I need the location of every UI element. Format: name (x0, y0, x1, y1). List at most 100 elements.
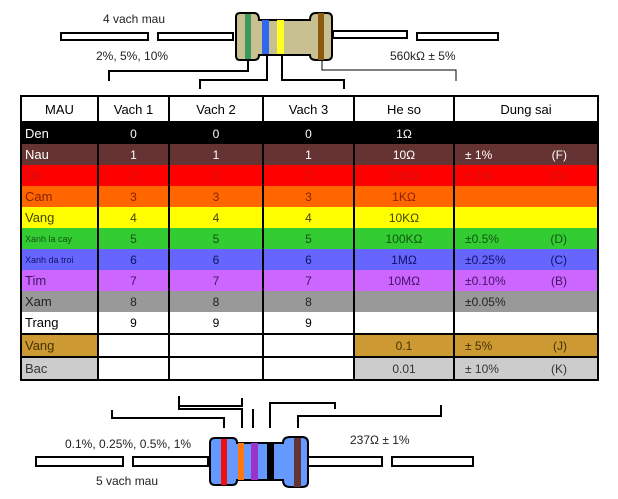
cell-mult (353, 291, 454, 312)
tolerance-code: (K) (551, 361, 567, 376)
cell-tol: ±0.05% (453, 291, 598, 312)
cell-v2: 7 (168, 270, 263, 291)
cell-tol: ±0.5% (D) (453, 228, 598, 249)
cell-tol (453, 186, 598, 207)
table-row: Den 0 0 0 1Ω (20, 122, 598, 144)
cell-mult: 100KΩ (353, 228, 454, 249)
cell-name: Xanh la cay (20, 228, 98, 249)
cell-mult: 10Ω (353, 144, 454, 165)
tolerance-value: ±0.05% (465, 294, 506, 309)
cell-mult (353, 312, 454, 334)
cell-name: Den (20, 122, 98, 144)
cell-mult: 1MΩ (353, 249, 454, 270)
cell-name: Vang (20, 333, 98, 357)
table-row: Trang 9 9 9 (20, 312, 598, 334)
cell-v2: 0 (168, 122, 263, 144)
top-title: 4 vach mau (103, 12, 166, 26)
table-row: Xanh da troi 6 6 6 1MΩ ±0.25% (C) (20, 249, 598, 270)
cell-mult: 0.01 (353, 356, 454, 380)
cell-v1: 5 (97, 228, 169, 249)
column-header: Dung sai (453, 96, 598, 123)
cell-v3: 9 (262, 312, 354, 334)
cell-v3 (262, 333, 354, 357)
resistor-5-band (35, 436, 474, 488)
band-5 (294, 438, 301, 487)
table-row: Bac 0.01 ± 10% (K) (20, 356, 598, 380)
tolerance-value: ± 2% (465, 168, 493, 183)
tolerance-code: (G) (549, 168, 567, 183)
cell-name: Xanh da troi (20, 249, 98, 270)
cell-v2: 6 (168, 249, 263, 270)
column-header: MAU (20, 96, 98, 123)
cell-mult: 1Ω (353, 122, 454, 144)
cell-v3: 5 (262, 228, 354, 249)
cell-v1: 4 (97, 207, 169, 228)
cell-tol: ± 10% (K) (453, 356, 598, 380)
cell-name: Tim (20, 270, 98, 291)
tolerance-code: (D) (550, 231, 567, 246)
cell-v1: 1 (97, 144, 169, 165)
column-header: Vach 1 (97, 96, 169, 123)
cell-v3: 3 (262, 186, 354, 207)
cell-v1: 7 (97, 270, 169, 291)
table-row: Xam 8 8 8 ±0.05% (20, 291, 598, 312)
cell-v2: 3 (168, 186, 263, 207)
cell-v3: 0 (262, 122, 354, 144)
bottom-tolerance-note: 0.1%, 0.25%, 0.5%, 1% (65, 437, 192, 451)
cell-v2 (168, 333, 263, 357)
tolerance-value: ±0.25% (465, 252, 506, 267)
cell-mult: 1KΩ (353, 186, 454, 207)
cell-name: Nau (20, 144, 98, 165)
tolerance-value: ± 10% (465, 361, 499, 376)
cell-v2: 5 (168, 228, 263, 249)
cell-v1: 9 (97, 312, 169, 334)
table-row: Nau 1 1 1 10Ω ± 1% (F) (20, 144, 598, 165)
cell-v2 (168, 356, 263, 380)
cell-mult: 100Ω (353, 165, 454, 186)
cell-v1: 2 (97, 165, 169, 186)
tolerance-code: (B) (551, 273, 567, 288)
cell-tol: ±0.10% (B) (453, 270, 598, 291)
cell-mult: 10MΩ (353, 270, 454, 291)
table-row: Vang 4 4 4 10KΩ (20, 207, 598, 228)
cell-v1 (97, 356, 169, 380)
tolerance-value: ± 1% (465, 147, 493, 162)
bottom-example: 237Ω ± 1% (350, 433, 410, 447)
cell-v3: 6 (262, 249, 354, 270)
band-4 (267, 443, 274, 480)
color-code-table: MAU Vach 1 Vach 2 Vach 3 He so Dung sai Den 0 0… (20, 95, 599, 381)
cell-v1: 8 (97, 291, 169, 312)
cell-v1: 6 (97, 249, 169, 270)
cell-name: Bac (20, 356, 98, 380)
cell-name: Trang (20, 312, 98, 334)
table-row: Xanh la cay 5 5 5 100KΩ ±0.5% (D) (20, 228, 598, 249)
cell-tol: ± 5% (J) (453, 333, 598, 357)
cell-v1: 3 (97, 186, 169, 207)
cell-name: Do (20, 165, 98, 186)
band-3 (251, 443, 258, 480)
column-header: He so (353, 96, 454, 123)
cell-v2: 1 (168, 144, 263, 165)
table-row: Cam 3 3 3 1KΩ (20, 186, 598, 207)
table-row: Vang 0.1 ± 5% (J) (20, 333, 598, 357)
cell-name: Xam (20, 291, 98, 312)
bottom-title: 5 vach mau (96, 474, 159, 488)
cell-v3: 1 (262, 144, 354, 165)
top-tolerance-note: 2%, 5%, 10% (96, 49, 169, 63)
band-2 (238, 443, 244, 480)
tolerance-value: ±0.10% (465, 273, 506, 288)
cell-name: Vang (20, 207, 98, 228)
cell-mult: 0.1 (353, 333, 454, 357)
cell-v2: 9 (168, 312, 263, 334)
cell-v3 (262, 356, 354, 380)
tolerance-value: ±0.5% (465, 231, 499, 246)
tolerance-code: (F) (551, 147, 567, 162)
cell-tol (453, 312, 598, 334)
cell-v1: 0 (97, 122, 169, 144)
resistor-4-band (60, 12, 499, 61)
band-2 (262, 20, 269, 54)
cell-tol (453, 122, 598, 144)
band-1 (221, 439, 227, 485)
cell-tol: ± 1% (F) (453, 144, 598, 165)
